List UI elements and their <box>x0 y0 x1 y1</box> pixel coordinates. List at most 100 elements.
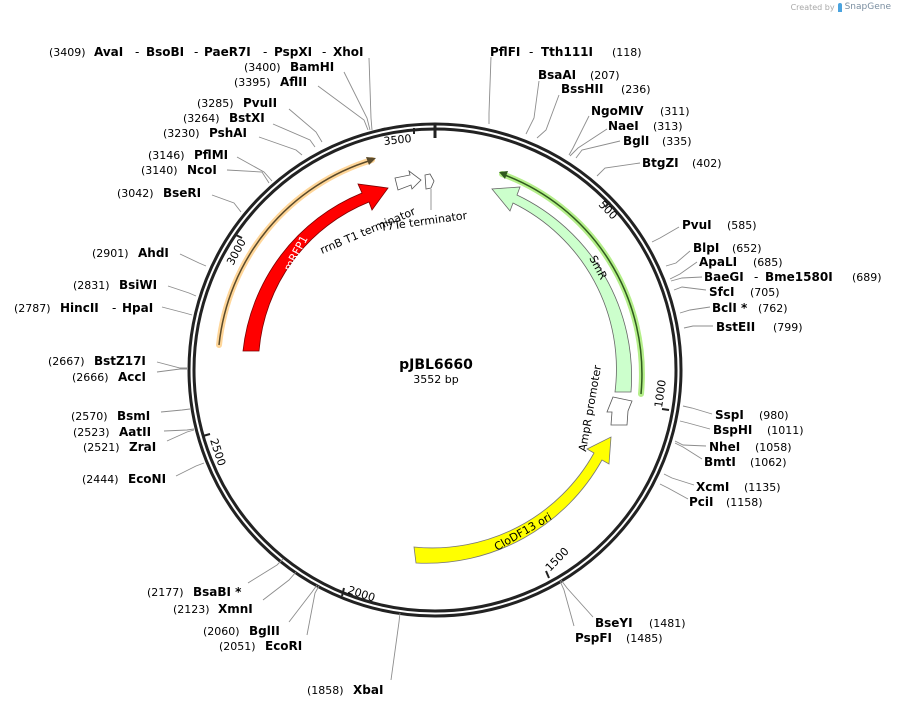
site-position: (2177) <box>147 586 184 599</box>
site-acci[interactable]: (2666) AccI <box>72 370 146 384</box>
site-position: (2060) <box>203 625 240 638</box>
site-position: (2051) <box>219 640 256 653</box>
site-bstxi[interactable]: (3264) BstXI <box>183 111 265 125</box>
site-xcmi[interactable]: XcmI (1135) <box>696 480 781 494</box>
site-position: (3285) <box>197 97 234 110</box>
site-sspi[interactable]: SspI (980) <box>715 408 789 422</box>
site-name: XbaI <box>353 683 383 697</box>
smr-orf-arrow <box>499 171 645 397</box>
site-sfci[interactable]: SfcI (705) <box>709 285 780 299</box>
site-name: SfcI <box>709 285 734 299</box>
site-pspfi[interactable]: PspFI (1485) <box>575 631 663 645</box>
site-name: BstZ17I <box>94 354 146 368</box>
site-pcii[interactable]: PciI (1158) <box>689 495 763 509</box>
site-position: (2123) <box>173 603 210 616</box>
site-zrai[interactable]: (2521) ZraI <box>83 440 156 454</box>
site-position: (2787) <box>14 302 51 315</box>
site-name: ApaLI <box>699 255 737 269</box>
site-separator: - <box>529 45 533 59</box>
site-pvuii[interactable]: (3285) PvuII <box>197 96 277 110</box>
site-econi[interactable]: (2444) EcoNI <box>82 472 166 486</box>
tick-label: 2500 <box>207 437 228 468</box>
site-position: (1158) <box>726 496 763 509</box>
feature-t7te-terminator[interactable]: T7Te terminator <box>379 173 469 234</box>
site-bseyi[interactable]: BseYI (1481) <box>595 616 686 630</box>
site-avai-group[interactable]: (3409) AvaI - BsoBI - PaeR7I - PspXI - X… <box>49 45 364 59</box>
site-bgli[interactable]: BglI (335) <box>623 134 692 148</box>
site-bsshii[interactable]: BssHII (236) <box>561 82 651 96</box>
site-pshai[interactable]: (3230) PshAI <box>163 126 247 140</box>
site-name: BspHI <box>713 423 752 437</box>
site-bsteii[interactable]: BstEII (799) <box>716 320 803 334</box>
site-name: AatII <box>119 425 151 439</box>
site-ahdi[interactable]: (2901) AhdI <box>92 246 169 260</box>
site-name: BstXI <box>229 111 265 125</box>
site-name: PshAI <box>209 126 247 140</box>
site-ncoi[interactable]: (3140) NcoI <box>141 163 217 177</box>
site-name: PaeR7I <box>204 45 251 59</box>
site-position: (1135) <box>744 481 781 494</box>
site-naei[interactable]: NaeI (313) <box>608 119 683 133</box>
site-position: (335) <box>662 135 692 148</box>
site-pflfi-tth111i[interactable]: PflFI - Tth111I (118) <box>490 45 642 59</box>
site-position: (2570) <box>71 410 108 423</box>
site-hincii-hpai[interactable]: (2787) HincII - HpaI <box>14 301 153 315</box>
site-bsaai[interactable]: BsaAI (207) <box>538 68 620 82</box>
site-position: (3409) <box>49 46 86 59</box>
site-baegi-bme1580i[interactable]: BaeGI - Bme1580I (689) <box>704 270 882 284</box>
site-xmni[interactable]: (2123) XmnI <box>173 602 253 616</box>
site-ngomiv[interactable]: NgoMIV (311) <box>591 104 690 118</box>
site-name: EcoRI <box>265 639 302 653</box>
site-bsiwi[interactable]: (2831) BsiWI <box>73 278 157 292</box>
site-name: EcoNI <box>128 472 166 486</box>
site-name: AhdI <box>138 246 169 260</box>
site-bmti[interactable]: BmtI (1062) <box>704 455 787 469</box>
site-nhei[interactable]: NheI (1058) <box>709 440 792 454</box>
site-position: (1858) <box>307 684 344 697</box>
site-separator: - <box>322 45 326 59</box>
site-bseri[interactable]: (3042) BseRI <box>117 186 201 200</box>
site-position: (689) <box>852 271 882 284</box>
site-name: BseRI <box>163 186 201 200</box>
site-name: XcmI <box>696 480 729 494</box>
feature-label-clodf13-ori: CloDF13 ori <box>492 510 554 553</box>
site-bglii[interactable]: (2060) BglII <box>203 624 280 638</box>
site-aflii[interactable]: (3395) AflII <box>234 75 307 89</box>
site-btgzi[interactable]: BtgZI (402) <box>642 156 722 170</box>
site-position: (799) <box>773 321 803 334</box>
site-bsabi[interactable]: (2177) BsaBI * <box>147 585 242 599</box>
site-bcli[interactable]: BclI * (762) <box>712 301 788 315</box>
site-aatii[interactable]: (2523) AatII <box>73 425 151 439</box>
site-separator: - <box>754 270 758 284</box>
site-name: BsaAI <box>538 68 576 82</box>
site-name: BlpI <box>693 241 719 255</box>
site-bamhi[interactable]: (3400) BamHI <box>244 60 334 74</box>
site-xbai[interactable]: (1858) XbaI <box>307 683 383 697</box>
site-pflmi[interactable]: (3146) PflMI <box>148 148 228 162</box>
site-name: AflII <box>280 75 307 89</box>
feature-mrfp1[interactable]: mRFP1 <box>242 183 389 352</box>
site-position: (2521) <box>83 441 120 454</box>
site-name: BaeGI <box>704 270 744 284</box>
site-position: (3140) <box>141 164 178 177</box>
site-position: (2667) <box>48 355 85 368</box>
site-name: BstEII <box>716 320 755 334</box>
site-name: NheI <box>709 440 740 454</box>
site-apali[interactable]: ApaLI (685) <box>699 255 783 269</box>
site-pvui[interactable]: PvuI (585) <box>682 218 757 232</box>
site-name: BsaBI * <box>193 585 242 599</box>
site-bsmi[interactable]: (2570) BsmI <box>71 409 150 423</box>
site-bsphi[interactable]: BspHI (1011) <box>713 423 804 437</box>
site-position: (207) <box>590 69 620 82</box>
plasmid-length: 3552 bp <box>413 373 458 386</box>
feature-clodf13-ori[interactable]: CloDF13 ori <box>413 436 612 564</box>
site-position: (705) <box>750 286 780 299</box>
site-ecori[interactable]: (2051) EcoRI <box>219 639 302 653</box>
site-bstz17i[interactable]: (2667) BstZ17I <box>48 354 146 368</box>
site-name: BtgZI <box>642 156 679 170</box>
site-position: (585) <box>727 219 757 232</box>
site-name: BssHII <box>561 82 603 96</box>
site-name: HpaI <box>122 301 153 315</box>
site-blpi[interactable]: BlpI (652) <box>693 241 762 255</box>
